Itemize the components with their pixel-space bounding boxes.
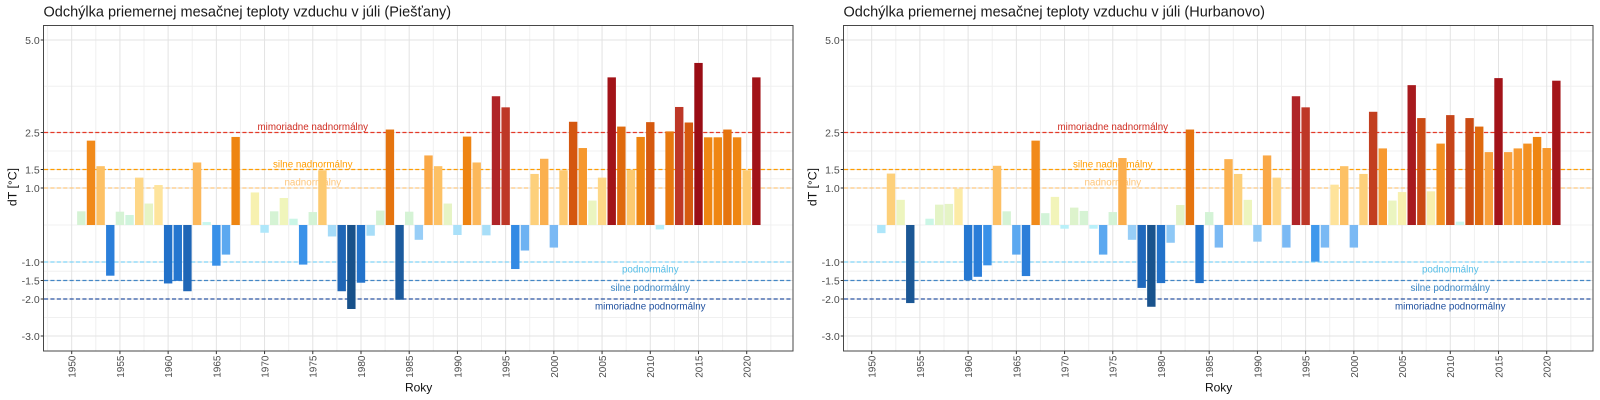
svg-text:1975: 1975 [309, 355, 320, 378]
svg-text:mimoriadne nadnormálny: mimoriadne nadnormálny [258, 122, 369, 133]
svg-text:1980: 1980 [1157, 355, 1168, 378]
svg-text:2020: 2020 [743, 355, 754, 378]
svg-text:2015: 2015 [1494, 355, 1505, 378]
svg-text:1955: 1955 [916, 355, 927, 378]
svg-text:2005: 2005 [598, 355, 609, 378]
svg-text:5.0: 5.0 [825, 35, 840, 47]
svg-text:silne nadnormálny: silne nadnormálny [1073, 159, 1153, 170]
svg-text:podnormálny: podnormálny [1422, 264, 1479, 275]
svg-text:podnormálny: podnormálny [622, 264, 679, 275]
svg-text:mimoriadne nadnormálny: mimoriadne nadnormálny [1058, 122, 1169, 133]
svg-text:mimoriadne podnormálny: mimoriadne podnormálny [595, 301, 706, 312]
svg-text:-1.5: -1.5 [822, 276, 840, 288]
svg-text:2010: 2010 [646, 355, 657, 378]
svg-text:1985: 1985 [405, 355, 416, 378]
svg-text:1970: 1970 [260, 355, 271, 378]
svg-text:2.5: 2.5 [825, 128, 840, 140]
svg-text:5.0: 5.0 [25, 35, 40, 47]
svg-text:2.5: 2.5 [25, 128, 40, 140]
svg-text:Roky: Roky [405, 381, 432, 395]
svg-text:-1.5: -1.5 [22, 276, 40, 288]
svg-text:nadnormálny: nadnormálny [284, 177, 341, 188]
svg-text:1.5: 1.5 [25, 165, 40, 177]
svg-text:1985: 1985 [1205, 355, 1216, 378]
svg-text:1975: 1975 [1109, 355, 1120, 378]
svg-text:1965: 1965 [212, 355, 223, 378]
svg-text:2020: 2020 [1543, 355, 1554, 378]
svg-text:Odchýlka priemernej mesačnej t: Odchýlka priemernej mesačnej teploty vzd… [844, 5, 1266, 21]
svg-text:-1.0: -1.0 [22, 257, 40, 269]
svg-text:nadnormálny: nadnormálny [1084, 177, 1141, 188]
svg-text:Odchýlka priemernej mesačnej t: Odchýlka priemernej mesačnej teploty vzd… [44, 5, 452, 21]
svg-text:Roky: Roky [1205, 381, 1232, 395]
svg-text:-3.0: -3.0 [822, 331, 840, 343]
svg-text:1970: 1970 [1060, 355, 1071, 378]
svg-text:2005: 2005 [1398, 355, 1409, 378]
svg-text:silne podnormálny: silne podnormálny [1411, 283, 1491, 294]
svg-text:1960: 1960 [164, 355, 175, 378]
svg-text:1955: 1955 [116, 355, 127, 378]
svg-text:1950: 1950 [868, 355, 879, 378]
svg-text:1.0: 1.0 [825, 183, 840, 195]
svg-text:silne podnormálny: silne podnormálny [611, 283, 691, 294]
svg-text:1.5: 1.5 [825, 165, 840, 177]
svg-text:1990: 1990 [1253, 355, 1264, 378]
svg-text:dT [°C]: dT [°C] [805, 168, 819, 206]
svg-text:2015: 2015 [694, 355, 705, 378]
svg-text:1980: 1980 [357, 355, 368, 378]
svg-text:-2.0: -2.0 [22, 294, 40, 306]
svg-text:1965: 1965 [1012, 355, 1023, 378]
svg-text:-1.0: -1.0 [822, 257, 840, 269]
svg-text:2000: 2000 [1350, 355, 1361, 378]
svg-text:2010: 2010 [1446, 355, 1457, 378]
svg-text:1990: 1990 [453, 355, 464, 378]
svg-text:silne nadnormálny: silne nadnormálny [273, 159, 353, 170]
svg-text:1995: 1995 [502, 355, 513, 378]
svg-text:mimoriadne podnormálny: mimoriadne podnormálny [1395, 301, 1506, 312]
svg-text:1950: 1950 [68, 355, 79, 378]
svg-text:-2.0: -2.0 [822, 294, 840, 306]
svg-text:1995: 1995 [1302, 355, 1313, 378]
svg-text:1960: 1960 [964, 355, 975, 378]
svg-text:dT [°C]: dT [°C] [5, 168, 19, 206]
svg-text:-3.0: -3.0 [22, 331, 40, 343]
svg-text:2000: 2000 [550, 355, 561, 378]
svg-text:1.0: 1.0 [25, 183, 40, 195]
